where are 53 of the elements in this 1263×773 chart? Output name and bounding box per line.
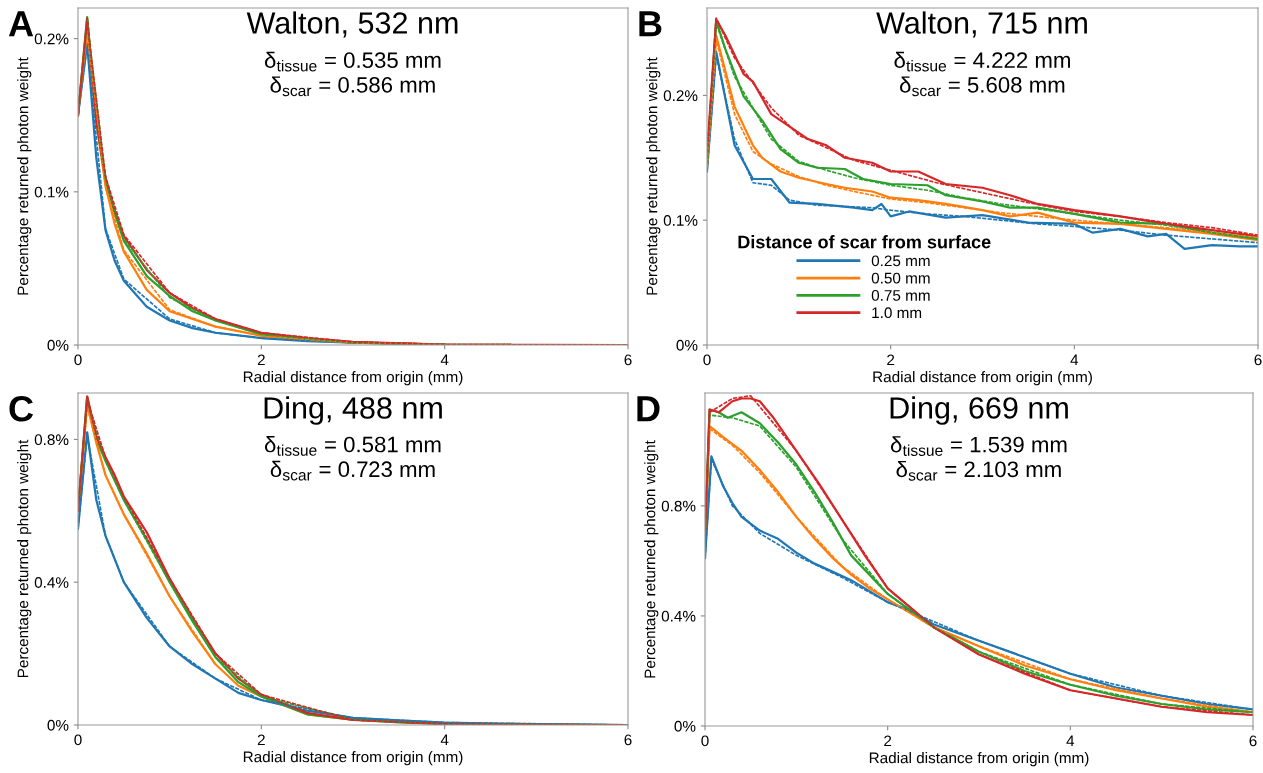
x-tick-label: 0 (74, 734, 82, 746)
y-axis-title: Percentage returned photon weight (17, 57, 32, 295)
y-tick-label: 0% (47, 339, 69, 351)
x-tick-label: 6 (1249, 735, 1257, 747)
x-tick-label: 2 (887, 354, 895, 366)
x-tick-label: 4 (440, 734, 449, 746)
x-tick-label: 0 (74, 354, 82, 366)
x-axis-title: Radial distance from origin (mm) (243, 751, 463, 766)
y-axis-title: Percentage returned photon weight (646, 57, 661, 295)
text: D (637, 396, 660, 422)
x-tick-label: 6 (1254, 354, 1262, 366)
chart-title: Walton, 715 nm (876, 11, 1087, 38)
y-tick-label: 0% (674, 720, 696, 732)
chart-title: Walton, 532 nm (246, 11, 458, 38)
y-tick-label: 0.2% (663, 90, 698, 102)
y-tick-label: 0.1% (663, 215, 698, 226)
chart-title: Ding, 669 nm (890, 396, 1068, 425)
y-tick-label: 0.2% (34, 33, 69, 45)
x-tick-label: 0 (701, 735, 709, 747)
y-axis-title: Percentage returned photon weight (644, 440, 659, 678)
x-axis-title: Radial distance from origin (mm) (869, 752, 1089, 767)
y-tick-label: 0.4% (34, 577, 69, 588)
x-tick-label: 2 (257, 354, 265, 366)
y-tick-label: 0.8% (661, 500, 696, 512)
x-tick-label: 4 (1070, 354, 1079, 366)
x-tick-label: 4 (440, 354, 449, 366)
legend-title: Distance of scar from surface (738, 235, 991, 249)
y-axis-title: Percentage returned photon weight (17, 439, 32, 678)
text: B (639, 11, 662, 37)
x-tick-label: 2 (884, 735, 892, 747)
text: δ$_{tissue}$ = 0.581 mm δ$_{scar}$ = 0.723 mm (264, 436, 441, 481)
legend-label: 0.50 mm (871, 272, 930, 284)
text: δ$_{tissue}$ = 1.539 mm δ$_{scar}$ = 2.103 mm (890, 436, 1067, 481)
x-tick-label: 6 (624, 734, 632, 746)
x-axis-title: Radial distance from origin (mm) (873, 371, 1092, 386)
legend-label: 0.25 mm (871, 255, 930, 267)
chart-title: Ding, 488 nm (264, 396, 442, 425)
text: δ$_{tissue}$ = 0.535 mm δ$_{scar}$ = 0.586 mm (264, 51, 441, 97)
x-tick-label: 6 (624, 354, 632, 366)
text: δ$_{tissue}$ = 4.222 mm δ$_{scar}$ = 5.608 mm (894, 51, 1070, 97)
x-axis-title: Radial distance from origin (mm) (243, 371, 463, 386)
x-tick-label: 4 (1066, 735, 1075, 747)
x-tick-label: 2 (257, 734, 265, 746)
y-tick-label: 0% (676, 339, 698, 351)
y-tick-label: 0.4% (661, 610, 696, 622)
y-tick-label: 0% (47, 719, 69, 731)
legend-label: 1.0 mm (872, 307, 922, 319)
text: C (9, 395, 34, 422)
legend-label: 0.75 mm (871, 290, 930, 301)
text: A (8, 11, 34, 37)
x-tick-label: 0 (703, 354, 711, 366)
y-tick-label: 0.8% (34, 434, 69, 446)
y-tick-label: 0.1% (34, 186, 69, 198)
